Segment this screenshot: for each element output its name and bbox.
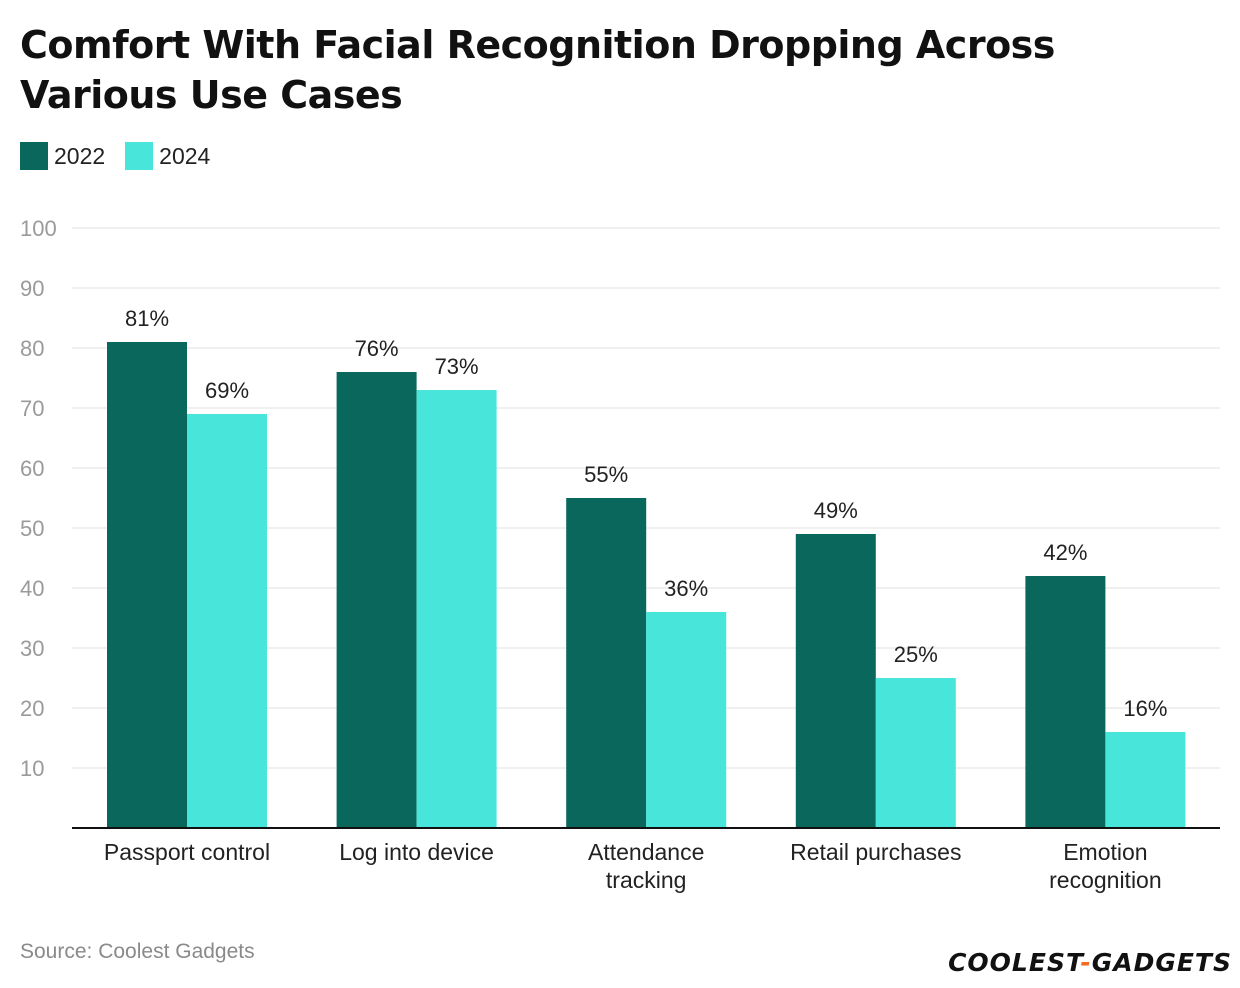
data-label-2022-2: 55% xyxy=(584,462,628,487)
y-tick-label-80: 80 xyxy=(20,336,44,361)
bar-2022-4 xyxy=(1025,576,1106,828)
data-label-2024-2: 36% xyxy=(664,576,708,601)
chart-title: Comfort With Facial Recognition Dropping… xyxy=(20,23,1055,117)
y-tick-label-60: 60 xyxy=(20,456,44,481)
data-label-2024-1: 73% xyxy=(435,354,479,379)
y-tick-label-40: 40 xyxy=(20,576,44,601)
brand-logo-right: GADGETS xyxy=(1091,948,1232,977)
legend: 2022 2024 xyxy=(20,142,230,170)
legend-swatch-2022 xyxy=(20,142,48,170)
bar-2022-3 xyxy=(795,534,876,828)
brand-logo-dash: - xyxy=(1080,948,1092,977)
bar-2022-0 xyxy=(107,342,187,828)
data-label-2024-0: 69% xyxy=(205,378,249,403)
brand-logo-left: COOLEST xyxy=(948,948,1081,977)
y-tick-label-90: 90 xyxy=(20,276,44,301)
bar-2024-1 xyxy=(416,390,497,828)
x-tick-label-4-0: Emotion xyxy=(1063,839,1147,865)
legend-item-2022[interactable]: 2022 xyxy=(20,142,105,170)
y-tick-label-30: 30 xyxy=(20,636,44,661)
source-note: Source: Coolest Gadgets xyxy=(20,940,255,963)
x-tick-label-0-0: Passport control xyxy=(104,839,270,865)
x-tick-label-2-0: Attendance xyxy=(588,839,704,865)
bar-2022-2 xyxy=(566,498,647,828)
legend-swatch-2024 xyxy=(125,142,154,170)
x-tick-label-2-1: tracking xyxy=(606,867,687,893)
x-tick-label-4-1: recognition xyxy=(1049,867,1162,893)
data-label-2022-4: 42% xyxy=(1043,540,1087,565)
legend-label-2024: 2024 xyxy=(159,142,211,169)
bar-2024-2 xyxy=(646,612,727,828)
data-label-2022-1: 76% xyxy=(355,336,399,361)
bar-2024-3 xyxy=(875,678,956,828)
legend-item-2024[interactable]: 2024 xyxy=(125,142,210,170)
y-tick-label-20: 20 xyxy=(20,696,44,721)
data-label-2024-4: 16% xyxy=(1123,696,1167,721)
y-tick-label-50: 50 xyxy=(20,516,44,541)
data-label-2022-3: 49% xyxy=(814,498,858,523)
y-tick-label-70: 70 xyxy=(20,396,44,421)
bar-2024-4 xyxy=(1105,732,1186,828)
y-tick-label-10: 10 xyxy=(20,756,44,781)
bar-2024-0 xyxy=(187,414,267,828)
x-tick-label-1-0: Log into device xyxy=(339,839,494,865)
legend-label-2022: 2022 xyxy=(54,142,106,169)
y-tick-label-100: 100 xyxy=(20,216,57,241)
data-label-2024-3: 25% xyxy=(894,642,938,667)
x-tick-label-3-0: Retail purchases xyxy=(790,839,961,865)
data-label-2022-0: 81% xyxy=(125,306,169,331)
bar-2022-1 xyxy=(336,372,417,828)
brand-logo: COOLEST-GADGETS xyxy=(948,948,1232,977)
